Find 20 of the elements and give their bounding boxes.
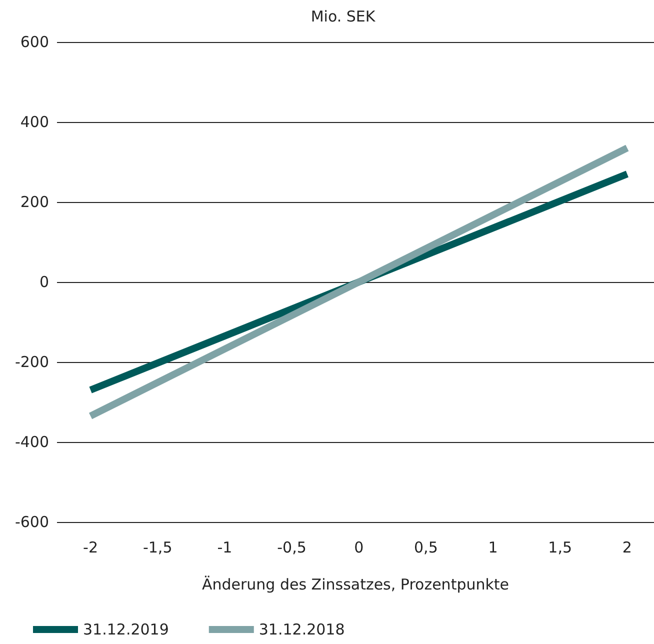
x-tick-label: 0,5 [414,538,438,556]
x-tick-label: 1,5 [548,538,572,556]
y-tick-label: 400 [20,113,49,131]
legend-label: 31.12.2018 [258,620,345,638]
x-tick-label: -1,5 [142,538,172,556]
legend-label: 31.12.2019 [83,620,169,638]
x-tick-label: 0 [354,538,364,556]
x-tick-label: -0,5 [277,538,306,556]
x-tick-label: 2 [622,538,632,556]
x-tick-label: 1 [488,538,498,556]
y-tick-label: 600 [20,33,49,51]
y-tick-label: -600 [14,513,49,531]
x-tick-label: -1 [217,538,232,556]
y-axis-title: Mio. SEK [310,8,376,26]
y-tick-label: -200 [14,353,49,371]
x-axis-title: Änderung des Zinssatzes, Prozentpunkte [202,576,510,594]
y-tick-label: -400 [14,433,49,451]
y-tick-label: 0 [39,273,49,291]
x-tick-label: -2 [83,538,98,556]
y-tick-label: 200 [20,193,49,211]
